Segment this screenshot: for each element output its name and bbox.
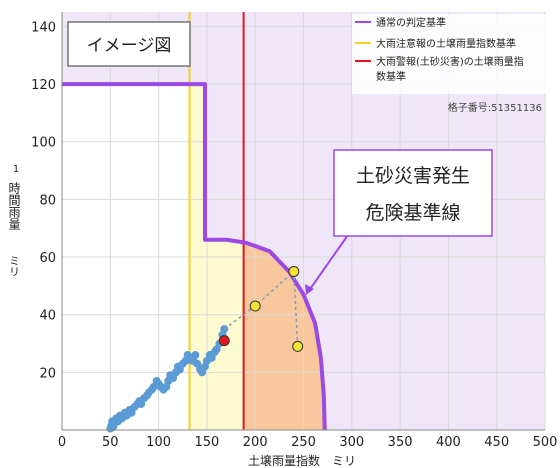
callout-arrowhead bbox=[305, 284, 314, 295]
x-tick-label: 300 bbox=[339, 435, 364, 450]
x-tick-label: 0 bbox=[58, 435, 66, 450]
x-tick-label: 400 bbox=[436, 435, 461, 450]
x-tick-label: 450 bbox=[484, 435, 509, 450]
forecast-point bbox=[218, 335, 230, 347]
legend-label-warning-line2: 数基準 bbox=[376, 70, 406, 83]
x-tick-label: 350 bbox=[388, 435, 413, 450]
legend: 通常の判定基準 大雨注意報の土壌雨量指数基準 大雨警報(土砂災害)の土壌雨量指 … bbox=[352, 14, 550, 94]
callout-leader bbox=[307, 234, 349, 293]
x-tick-label: 100 bbox=[146, 435, 171, 450]
image-label-box: イメージ図 bbox=[67, 21, 191, 67]
image-label: イメージ図 bbox=[87, 36, 172, 56]
y-axis-label-unit: ミリ bbox=[8, 255, 21, 277]
forecast-point bbox=[249, 300, 261, 312]
legend-label-boundary: 通常の判定基準 bbox=[376, 16, 446, 29]
legend-label-advisory: 大雨注意報の土壌雨量指数基準 bbox=[376, 37, 516, 50]
y-tick-label: 60 bbox=[39, 251, 56, 266]
x-tick-label: 50 bbox=[102, 435, 119, 450]
y-tick-label: 100 bbox=[31, 136, 56, 151]
x-tick-label: 150 bbox=[194, 435, 219, 450]
x-tick-label: 200 bbox=[243, 435, 268, 450]
x-tick-label: 250 bbox=[291, 435, 316, 450]
boundary-line bbox=[62, 82, 327, 431]
axes: 0 50 100 150 200 250 300 350 400 450 500 20 40 60 80 10… bbox=[7, 12, 557, 468]
y-axis-label-prefix: 1 bbox=[13, 164, 19, 175]
y-tick-label: 120 bbox=[31, 78, 56, 93]
x-tick-label: 500 bbox=[533, 435, 558, 450]
legend-label-warning: 大雨警報(土砂災害)の土壌雨量指 数基準 bbox=[376, 55, 527, 83]
callout: 土砂災害発生 危険基準線 bbox=[305, 149, 493, 295]
y-tick-label: 20 bbox=[39, 366, 56, 381]
callout-line-1: 土砂災害発生 bbox=[356, 165, 470, 187]
observed-point bbox=[191, 351, 200, 360]
callout-box bbox=[333, 149, 493, 237]
y-tick-label: 80 bbox=[39, 193, 56, 208]
legend-label-warning-line1: 大雨警報(土砂災害)の土壌雨量指 bbox=[376, 55, 524, 68]
forecast-point bbox=[288, 265, 300, 277]
forecast-line bbox=[223, 269, 299, 347]
forecast-point bbox=[292, 340, 304, 352]
x-axis-label: 土壌雨量指数 ミリ bbox=[248, 453, 356, 468]
grid-number: 格子番号:51351136 bbox=[448, 101, 542, 114]
callout-line-2: 危険基準線 bbox=[365, 202, 460, 224]
y-axis-label: 時間雨量 bbox=[7, 182, 21, 230]
y-tick-label: 140 bbox=[31, 20, 56, 35]
y-tick-label: 40 bbox=[39, 309, 56, 324]
